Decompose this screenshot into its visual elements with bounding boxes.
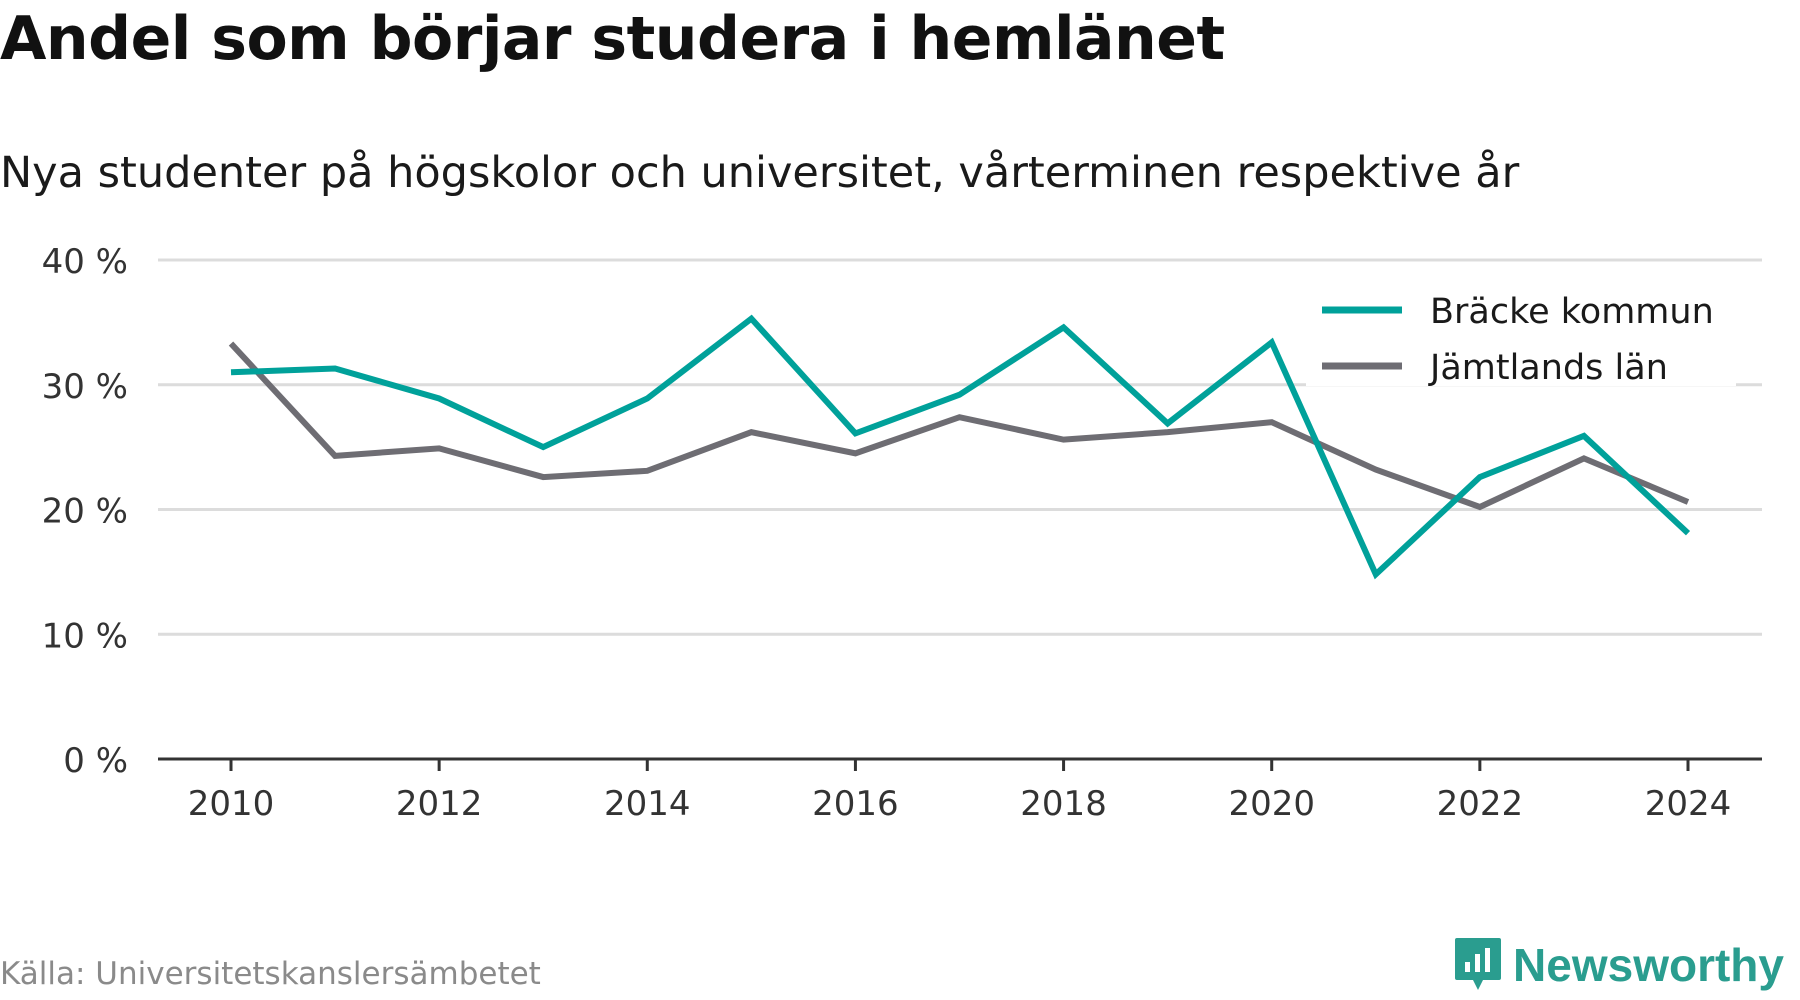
series-line-bracke-kommun bbox=[230, 314, 1691, 580]
x-tick-label: 2018 bbox=[1020, 784, 1107, 824]
newsworthy-logo-icon bbox=[1455, 938, 1502, 990]
brand-name: Newsworthy bbox=[1513, 939, 1784, 991]
legend-label: Bräcke kommun bbox=[1430, 292, 1714, 332]
chart-subtitle: Nya studenter på högskolor och universit… bbox=[0, 148, 1520, 198]
x-tick-label: 2014 bbox=[604, 784, 691, 824]
y-tick-label: 30 % bbox=[42, 367, 128, 407]
series-line-jamtlands-lan bbox=[228, 341, 1690, 511]
x-tick-label: 2020 bbox=[1228, 784, 1315, 824]
x-axis-ticks: 2010 2012 2014 2016 2018 2020 2022 2024 bbox=[188, 759, 1732, 824]
y-axis-ticks: 0 % 10 % 20 % 30 % 40 % bbox=[42, 242, 128, 781]
y-tick-label: 40 % bbox=[42, 242, 128, 282]
y-tick-label: 10 % bbox=[42, 616, 128, 656]
series-lines bbox=[228, 314, 1691, 580]
legend: Bräcke kommun Jämtlands län bbox=[1306, 282, 1736, 388]
x-tick-label: 2010 bbox=[188, 784, 275, 824]
y-tick-label: 0 % bbox=[63, 741, 128, 781]
source-note: Källa: Universitetskanslersämbetet bbox=[0, 956, 541, 992]
chart-title: Andel som börjar studera i hemlänet bbox=[0, 4, 1225, 74]
y-tick-label: 20 % bbox=[42, 492, 128, 532]
x-tick-label: 2016 bbox=[812, 784, 899, 824]
x-tick-label: 2012 bbox=[396, 784, 483, 824]
brand-logo: Newsworthy bbox=[1453, 936, 1784, 994]
x-tick-label: 2022 bbox=[1437, 784, 1524, 824]
x-tick-label: 2024 bbox=[1645, 784, 1732, 824]
legend-label: Jämtlands län bbox=[1428, 348, 1668, 388]
